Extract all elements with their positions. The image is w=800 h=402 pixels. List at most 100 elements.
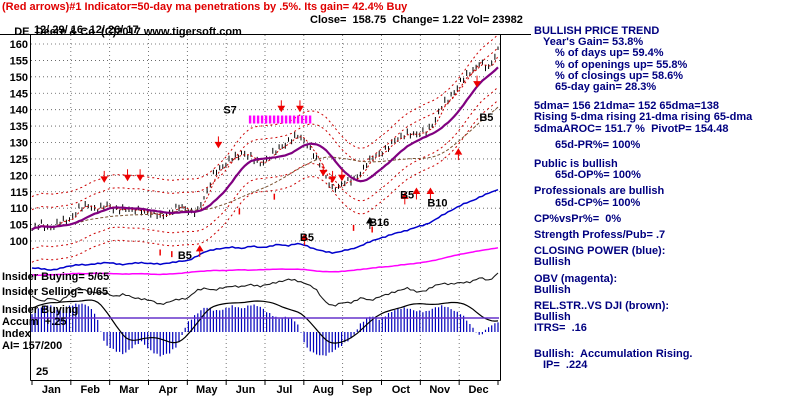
cp-65d: 65d-CP%= 100% xyxy=(555,196,641,209)
svg-text:160: 160 xyxy=(10,39,28,51)
svg-text:Jul: Jul xyxy=(276,384,292,396)
itrs-value: ITRS= .16 xyxy=(534,322,587,335)
buy-signal-arrow-icon xyxy=(400,192,409,205)
public-sentiment: Public is bullish xyxy=(534,158,618,171)
dma-values: 5dma= 156 21dma= 152 65dma=138 xyxy=(534,100,719,113)
black-up-arrow-icon xyxy=(365,217,374,230)
svg-text:155: 155 xyxy=(10,55,28,67)
buy-signal-arrow-icon xyxy=(412,187,421,200)
insider-buying-label: Insider Buying= 5/65 xyxy=(2,271,110,283)
insider-selling-label: Insider Selling= 0/65 xyxy=(2,286,109,298)
closings-up-pct: % of closings up= 58.6% xyxy=(555,69,684,82)
svg-text:May: May xyxy=(196,384,218,396)
days-up-pct: % of days up= 59.4% xyxy=(555,47,664,60)
buy-signal-arrow-icon xyxy=(300,233,309,246)
ma5-line xyxy=(31,55,499,230)
openings-up-pct: % of openings up= 55.8% xyxy=(555,58,688,71)
sell-signal-arrow-icon xyxy=(277,100,286,113)
plot-area xyxy=(31,35,499,357)
sell-signal-arrow-icon xyxy=(214,136,223,149)
svg-text:Jan: Jan xyxy=(42,384,61,396)
svg-text:Jun: Jun xyxy=(236,384,256,396)
cp-vs-pr: CP%vsPr%= 0% xyxy=(534,212,622,225)
lower-band xyxy=(31,86,499,250)
quote-info: Close= 158.75 Change= 1.22 Vol= 23982 xyxy=(310,14,523,26)
svg-text:Aug: Aug xyxy=(313,384,334,396)
rel-str-line xyxy=(31,272,499,307)
svg-text:120: 120 xyxy=(10,170,28,182)
svg-text:Nov: Nov xyxy=(429,384,451,396)
svg-text:100: 100 xyxy=(10,236,28,248)
signal-annotations: S7 B5 B5 B16 B5 B10 B5 xyxy=(178,105,494,262)
aroc-pivot: 5dmaAROC= 151.7 % PivotP= 154.48 xyxy=(534,122,729,135)
strength-ratio: Strength Profess/Pub= .7 xyxy=(534,229,666,242)
accum-status: Bullish: Accumulation Rising. xyxy=(534,347,693,360)
lower-band xyxy=(31,99,499,263)
svg-text:Mar: Mar xyxy=(119,384,139,396)
date-range-label: 12/ 29/ 16- 12/ 26/ 17 xyxy=(34,24,139,36)
ma65-line xyxy=(31,106,499,230)
svg-text:110: 110 xyxy=(10,203,28,215)
closing-power-line xyxy=(31,188,499,271)
svg-text:125: 125 xyxy=(10,154,28,166)
closing-power-status: Bullish xyxy=(534,256,571,269)
svg-text:B5: B5 xyxy=(178,250,192,262)
bottom-scale-label: 25 xyxy=(36,366,49,378)
op-65d: 65d-OP%= 100% xyxy=(555,169,641,182)
svg-text:145: 145 xyxy=(10,88,28,100)
svg-text:Oct: Oct xyxy=(392,384,411,396)
sell-signal-arrow-icon xyxy=(296,100,304,113)
ma21-line xyxy=(31,66,499,231)
upper-band xyxy=(31,47,499,211)
buy-signal-arrow-icon xyxy=(454,148,463,161)
analysis-panel: BULLISH PRICE TREND Year's Gain= 53.8% %… xyxy=(534,25,800,371)
dma-rising: Rising 5-dma rising 21-dma rising 65-dma xyxy=(534,111,753,124)
svg-text:Feb: Feb xyxy=(80,384,100,396)
obv-status: Bullish xyxy=(534,283,571,296)
svg-text:B10: B10 xyxy=(427,198,447,210)
pr-65d: 65d-PR%= 100% xyxy=(555,138,641,151)
gain-65day: 65-day gain= 28.3% xyxy=(555,81,657,94)
svg-text:B5: B5 xyxy=(479,112,493,124)
svg-text:130: 130 xyxy=(10,138,28,150)
svg-text:B5: B5 xyxy=(300,232,314,244)
svg-text:Sep: Sep xyxy=(352,384,372,396)
svg-text:B16: B16 xyxy=(369,217,389,229)
y-axis-labels: 100 105 110 115 120 125 130 135 140 145 150 155 160 xyxy=(10,39,28,248)
svg-text:Apr: Apr xyxy=(158,384,178,396)
sell-signal-arrow-icon xyxy=(123,169,132,182)
rel-str-status: Bullish xyxy=(534,311,571,324)
obv-line xyxy=(31,247,499,276)
sell-signal-arrow-icon xyxy=(100,170,109,183)
ip-value: IP= .224 xyxy=(543,358,588,371)
rel-str-label: REL.STR..VS DJI (brown): xyxy=(534,300,670,313)
obv-label: OBV (magenta): xyxy=(534,272,618,285)
svg-text:150: 150 xyxy=(10,72,28,84)
svg-text:Dec: Dec xyxy=(468,384,488,396)
years-gain: Year's Gain= 53.8% xyxy=(543,36,644,49)
buy-signal-arrow-icon xyxy=(426,187,435,200)
sell-signal-arrow-icon xyxy=(473,75,481,88)
svg-text:105: 105 xyxy=(10,220,28,232)
accum-index-label-2: Accum +.25 xyxy=(2,316,67,328)
accum-index-label-1: Insider Buying xyxy=(2,304,79,316)
sell-signal-arrow-icon xyxy=(338,169,346,182)
sell-signal-arrow-icon xyxy=(328,170,337,183)
svg-text:S7: S7 xyxy=(223,105,236,117)
accum-index-label-3: Index xyxy=(2,328,31,340)
svg-text:B5: B5 xyxy=(400,189,414,201)
professional-sentiment: Professionals are bullish xyxy=(534,185,665,198)
sell-signal-arrow-icon xyxy=(319,164,328,177)
upper-band xyxy=(31,35,499,198)
accum-index-label-4: AI= 157/200 xyxy=(2,340,63,352)
sell-signal-arrow-icon xyxy=(136,169,144,182)
ai-line xyxy=(31,299,499,344)
indicator-header: (Red arrows)#1 Indicator=50-day ma penet… xyxy=(2,1,408,13)
closing-power-label: CLOSING POWER (blue): xyxy=(534,245,666,258)
svg-text:140: 140 xyxy=(10,105,28,117)
month-labels: Jan Feb Mar Apr May Jun Jul Aug Sep Oct Nov Dec xyxy=(31,381,499,396)
buy-signal-arrow-icon xyxy=(195,244,204,257)
trend-status: BULLISH PRICE TREND xyxy=(534,25,660,37)
